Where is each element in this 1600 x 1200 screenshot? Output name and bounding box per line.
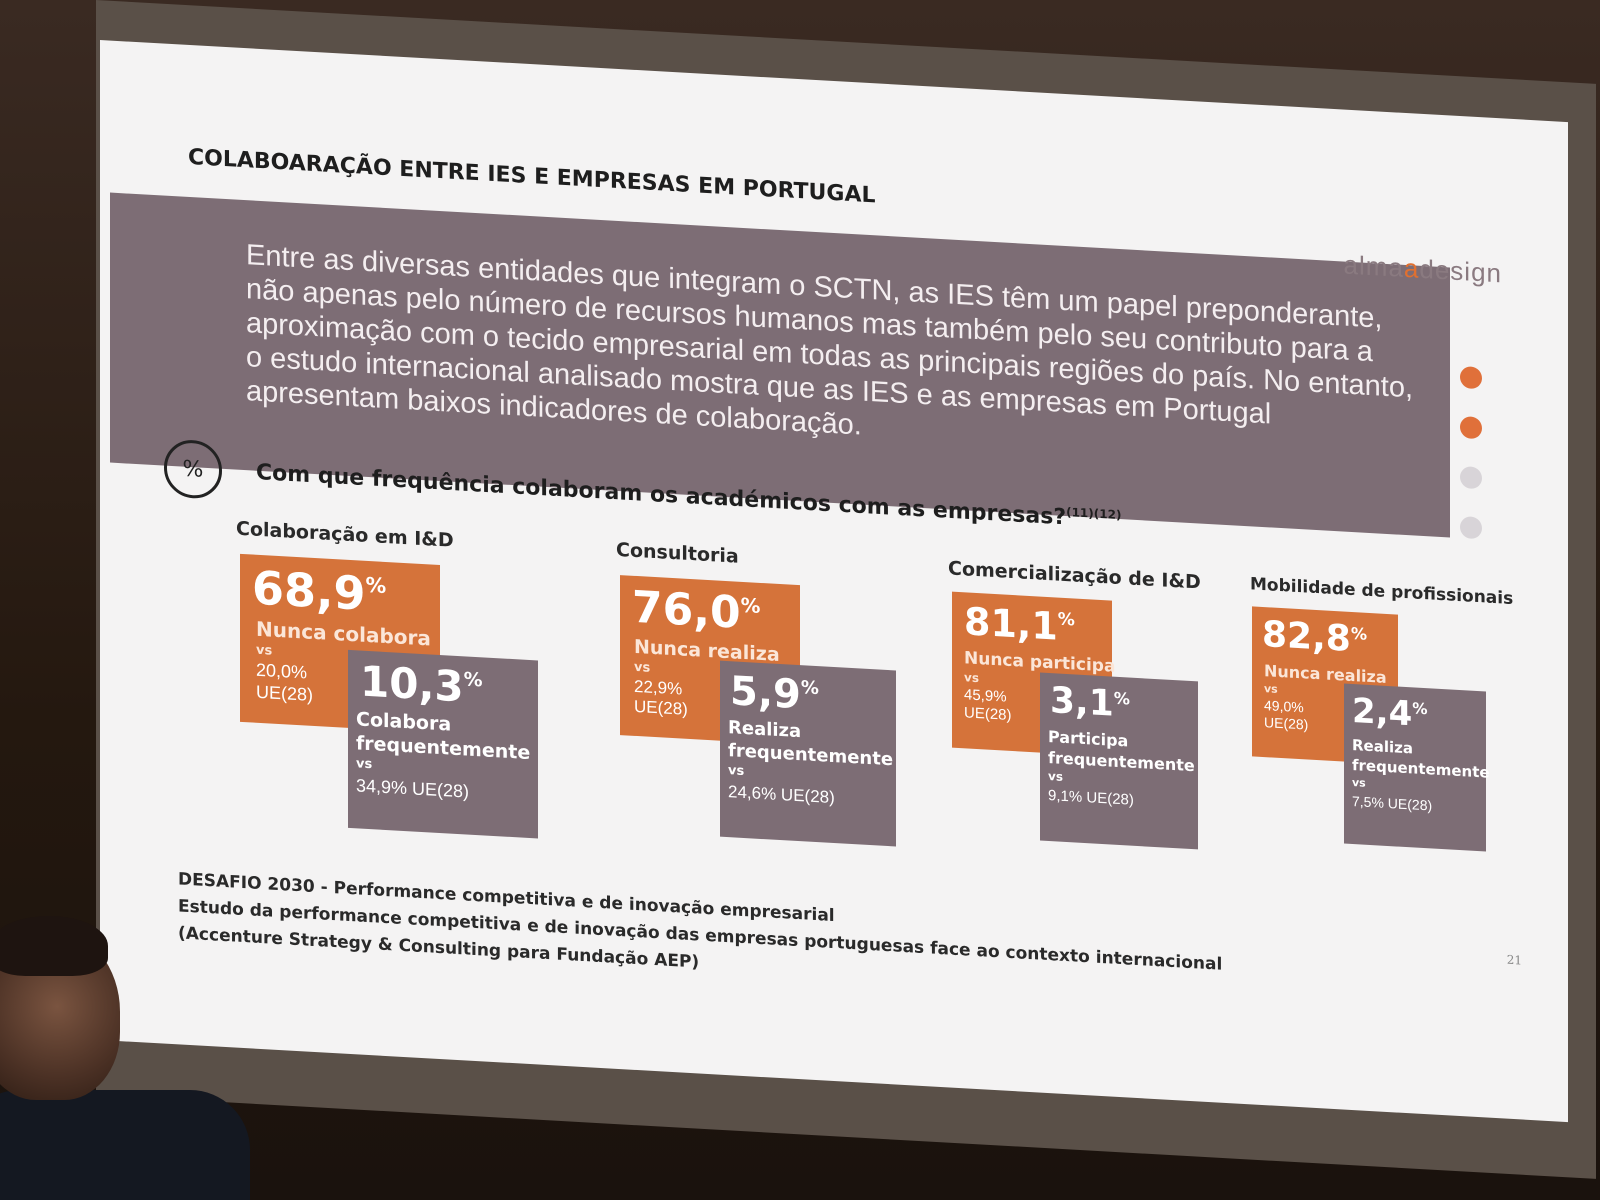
percent-sign: % [463, 668, 483, 692]
question-refs: (11)(12) [1066, 505, 1122, 523]
group-mobilidade: Mobilidade de profissionais 82,8% Nunca … [1250, 574, 1540, 920]
logo-part-2: design [1419, 253, 1502, 289]
never-value: 82,8% [1252, 606, 1398, 660]
frequent-number: 5,9 [730, 668, 801, 719]
group-title: Comercialização de I&D [948, 557, 1201, 594]
frequent-box: 5,9% Realiza frequentemente vs 24,6% UE(… [720, 660, 896, 847]
percent-sign: % [1113, 688, 1131, 709]
never-number: 82,8 [1262, 613, 1351, 660]
percent-sign: % [800, 677, 819, 700]
slide-title: COLABOARAÇÃO ENTRE IES E EMPRESAS EM POR… [188, 144, 876, 209]
page-number: 21 [1506, 952, 1522, 968]
group-colaboracao-id: Colaboração em I&D 68,9% Nunca colabora … [236, 518, 556, 866]
percent-sign: % [1057, 609, 1075, 631]
percent-sign: % [1412, 699, 1428, 719]
percent-sign: % [740, 593, 761, 618]
never-value: 81,1% [952, 592, 1112, 649]
frequent-number: 10,3 [360, 656, 464, 712]
frequent-number: 2,4 [1352, 690, 1413, 735]
progress-dot-3 [1460, 466, 1482, 490]
frequent-number: 3,1 [1050, 680, 1114, 725]
slide-progress-dots [1460, 366, 1484, 567]
percent-sign: % [365, 572, 387, 599]
never-number: 68,9 [252, 560, 366, 621]
frequent-value: 3,1% [1040, 673, 1198, 728]
frequent-box: 3,1% Participa frequentemente vs 9,1% UE… [1040, 672, 1198, 850]
never-value: 68,9% [240, 554, 440, 621]
group-title: Consultoria [616, 538, 739, 568]
frequent-value: 2,4% [1344, 684, 1486, 736]
group-consultoria: Consultoria 76,0% Nunca realiza vs 22,9%… [616, 539, 916, 886]
group-comercializacao: Comercialização de I&D 81,1% Nunca parti… [948, 557, 1248, 904]
presenter-silhouette [0, 910, 250, 1200]
never-number: 76,0 [632, 581, 741, 639]
frequent-box: 2,4% Realiza frequentemente vs 7,5% UE(2… [1344, 683, 1490, 852]
group-title: Colaboração em I&D [236, 517, 454, 552]
never-value: 76,0% [620, 575, 800, 639]
progress-dot-4 [1460, 516, 1482, 540]
presenter-body [0, 1090, 250, 1200]
logo-part-1: alma [1343, 249, 1404, 283]
progress-dot-2 [1460, 416, 1482, 440]
percent-icon: % [164, 438, 222, 500]
frequent-value: 10,3% [348, 650, 538, 713]
never-number: 81,1 [964, 599, 1058, 649]
presentation-slide: COLABOARAÇÃO ENTRE IES E EMPRESAS EM POR… [100, 40, 1568, 1123]
progress-dot-1 [1460, 366, 1482, 390]
frequent-value: 5,9% [720, 661, 896, 721]
frequent-box: 10,3% Colabora frequentemente vs 34,9% U… [348, 649, 538, 839]
logo-accent: a [1403, 252, 1420, 284]
percent-sign: % [1350, 623, 1368, 644]
presenter-hair [0, 916, 108, 976]
group-title: Mobilidade de profissionais [1250, 574, 1514, 610]
